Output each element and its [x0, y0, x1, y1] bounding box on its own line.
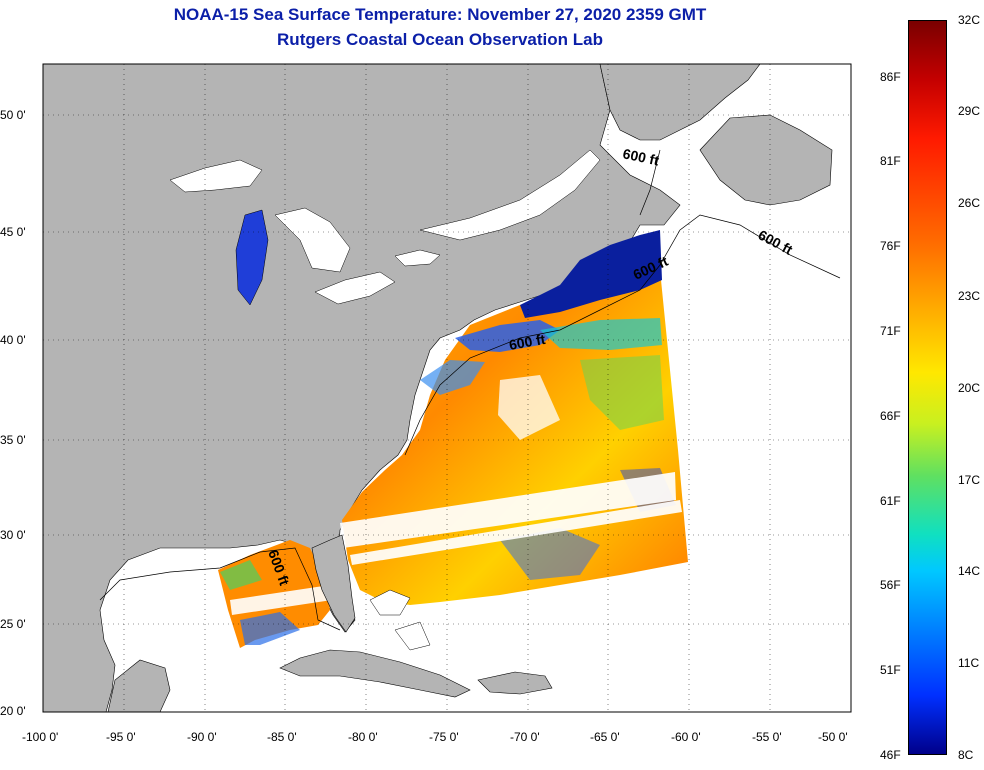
lat-tick: 40 0'	[0, 333, 26, 347]
lat-tick: 35 0'	[0, 433, 26, 447]
contour-label: 600 ft	[508, 331, 547, 353]
lat-tick: 50 0'	[0, 108, 26, 122]
colorbar-celsius-label: 29C	[958, 104, 981, 118]
colorbar-fahrenheit-label: 76F	[880, 239, 901, 253]
colorbar-celsius-label: 8C	[958, 748, 974, 762]
land-north-america	[43, 64, 681, 712]
colorbar-celsius-label: 17C	[958, 473, 981, 487]
lon-tick: -60 0'	[671, 730, 701, 744]
colorbar	[908, 20, 947, 755]
lon-tick: -75 0'	[429, 730, 459, 744]
land-newfoundland	[699, 114, 833, 206]
graticule	[43, 64, 851, 712]
lon-tick: -80 0'	[348, 730, 378, 744]
lon-tick: -85 0'	[267, 730, 297, 744]
colorbar-fahrenheit-label: 81F	[880, 154, 901, 168]
colorbar-fahrenheit-label: 46F	[880, 748, 901, 762]
lon-tick: -90 0'	[187, 730, 217, 744]
lat-tick: 45 0'	[0, 225, 26, 239]
colorbar-fahrenheit-label: 61F	[880, 494, 901, 508]
colorbar-celsius-label: 32C	[958, 13, 981, 27]
land-labrador	[599, 64, 761, 141]
lon-tick: -50 0'	[818, 730, 848, 744]
lon-tick: -95 0'	[106, 730, 136, 744]
contour-label: 600 ft	[621, 145, 660, 168]
colorbar-fahrenheit-label: 51F	[880, 663, 901, 677]
colorbar-fahrenheit-label: 66F	[880, 409, 901, 423]
map-subtitle: Rutgers Coastal Ocean Observation Lab	[277, 30, 603, 49]
colorbar-celsius-label: 23C	[958, 289, 981, 303]
lon-tick: -70 0'	[510, 730, 540, 744]
lon-tick: -100 0'	[22, 730, 59, 744]
lat-tick: 25 0'	[0, 617, 26, 631]
colorbar-fahrenheit-label: 86F	[880, 70, 901, 84]
map-title: NOAA-15 Sea Surface Temperature: Novembe…	[173, 5, 707, 24]
land-hispaniola	[477, 671, 553, 695]
colorbar-celsius-label: 14C	[958, 564, 981, 578]
lon-tick: -65 0'	[590, 730, 620, 744]
colorbar-celsius-label: 11C	[958, 656, 980, 670]
map-frame	[42, 63, 852, 713]
colorbar-fahrenheit-label: 71F	[880, 324, 901, 338]
colorbar-fahrenheit-label: 56F	[880, 578, 901, 592]
colorbar-celsius-label: 20C	[958, 381, 981, 395]
lat-tick: 20 0'	[0, 704, 26, 718]
colorbar-celsius-label: 26C	[958, 196, 981, 210]
land-cuba	[279, 649, 471, 698]
lon-tick: -55 0'	[752, 730, 782, 744]
lat-tick: 30 0'	[0, 528, 26, 542]
land-yucatan	[107, 659, 171, 712]
